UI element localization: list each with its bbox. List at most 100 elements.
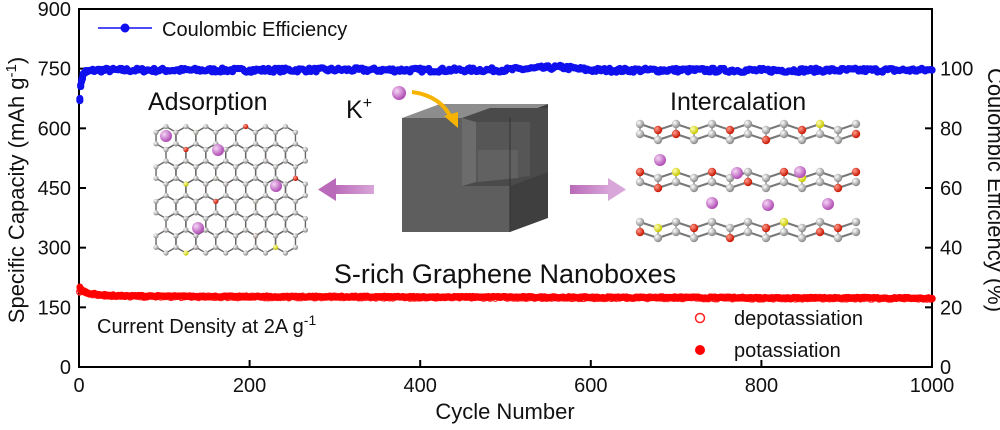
layer-atom [707,227,717,237]
layer-atom [725,125,735,135]
hexagon-ring [175,229,197,254]
y-right-tick-label: 80 [940,118,962,140]
layer-atom [833,233,843,243]
potassium-ion [192,222,204,234]
hexagon-ring [155,229,177,254]
x-tick-label: 600 [574,375,607,397]
layer-atom [815,217,825,227]
carbon-atom [193,210,199,216]
potassium-ion [160,130,172,142]
data-point [160,292,168,300]
carbon-atom [292,198,299,204]
carbon-atom [203,181,209,187]
data-point [757,66,766,75]
carbon-atom [273,210,279,216]
potassium-ion [822,198,834,210]
data-point [587,66,595,74]
carbon-atom [213,129,219,135]
carbon-atom [253,244,259,250]
carbon-atom [153,244,159,250]
layer-atom [743,217,753,227]
carbon-atom [163,146,169,153]
layer-atom [689,173,699,183]
layer-atom [635,167,645,177]
y-left-axis-title: Specific Capacity (mAh g-1) [3,57,29,323]
carbon-atom [263,123,269,130]
carbon-atom [292,233,299,239]
layer-atom [851,217,861,227]
carbon-atom [273,244,279,250]
carbon-atom [302,215,308,222]
carbon-atom [203,227,209,233]
layer-atom [725,183,735,193]
data-point [416,66,424,74]
data-point [76,94,84,103]
carbon-atom [302,181,308,187]
data-point [101,291,108,299]
data-point [77,82,85,91]
carbon-atom [193,141,199,147]
carbon-atom [173,164,179,170]
carbon-atom [292,210,299,216]
x-tick-label: 200 [233,375,266,397]
series-potassiation [76,283,936,303]
carbon-atom [193,175,199,181]
layer-atom [833,135,843,145]
carbon-atom [233,198,239,204]
carbon-atom [173,198,179,204]
carbon-atom [173,233,179,239]
legend-capacity: depotassiation potassiation [694,308,863,362]
legend-pot-label: potassiation [734,340,841,362]
layer-atom [707,177,717,187]
data-point [246,293,254,300]
carbon-atom [263,146,269,153]
layer-atom [761,223,771,233]
carbon-atom [153,164,159,170]
carbon-atom [203,250,209,256]
carbon-atom [153,233,159,239]
carbon-atom [243,158,249,164]
x-tick-label: 800 [745,375,778,397]
carbon-atom [233,233,239,239]
current-density-note: Current Density at 2A g-1 [97,312,316,338]
layer-atom [725,135,735,145]
layer-atom [635,129,645,139]
carbon-atom [223,227,229,233]
y-right-tick-label: 60 [940,178,962,200]
legend-coulombic: Coulombic Efficiency [98,19,347,41]
carbon-atom [243,192,249,199]
carbon-atom [213,164,219,170]
carbon-atom [153,198,159,204]
carbon-atom [213,210,219,216]
carbon-atom [282,250,289,256]
carbon-atom [263,227,269,233]
y-left-tick-label: 900 [38,0,71,21]
carbon-atom [282,146,289,153]
data-point [118,292,126,300]
carbon-atom [163,192,169,199]
layer-atom [671,129,681,139]
data-point [92,66,100,74]
potassium-ion [794,166,806,178]
axis-ticks: 0 200 400 600 800 100001503004506007509000204… [38,0,974,397]
carbon-atom [233,175,239,181]
x-tick-label: 1000 [910,375,955,397]
carbon-atom [173,244,179,250]
carbon-atom [203,123,209,130]
layer-atom [635,217,645,227]
carbon-atom [253,175,259,181]
carbon-atom [282,192,289,199]
carbon-atom [253,198,259,204]
intercalation-graphene-illustration [635,119,861,243]
carbon-atom [243,227,249,233]
carbon-atom [243,181,249,187]
y-right-tick-label: 0 [940,357,951,379]
data-point [587,293,595,301]
carbon-atom [263,181,269,187]
legend-ce-marker [120,23,130,33]
carbon-atom [302,158,308,164]
carbon-atom [273,198,279,204]
legend-pot-marker [695,345,705,355]
carbon-atom [253,233,259,239]
data-point [84,289,91,297]
